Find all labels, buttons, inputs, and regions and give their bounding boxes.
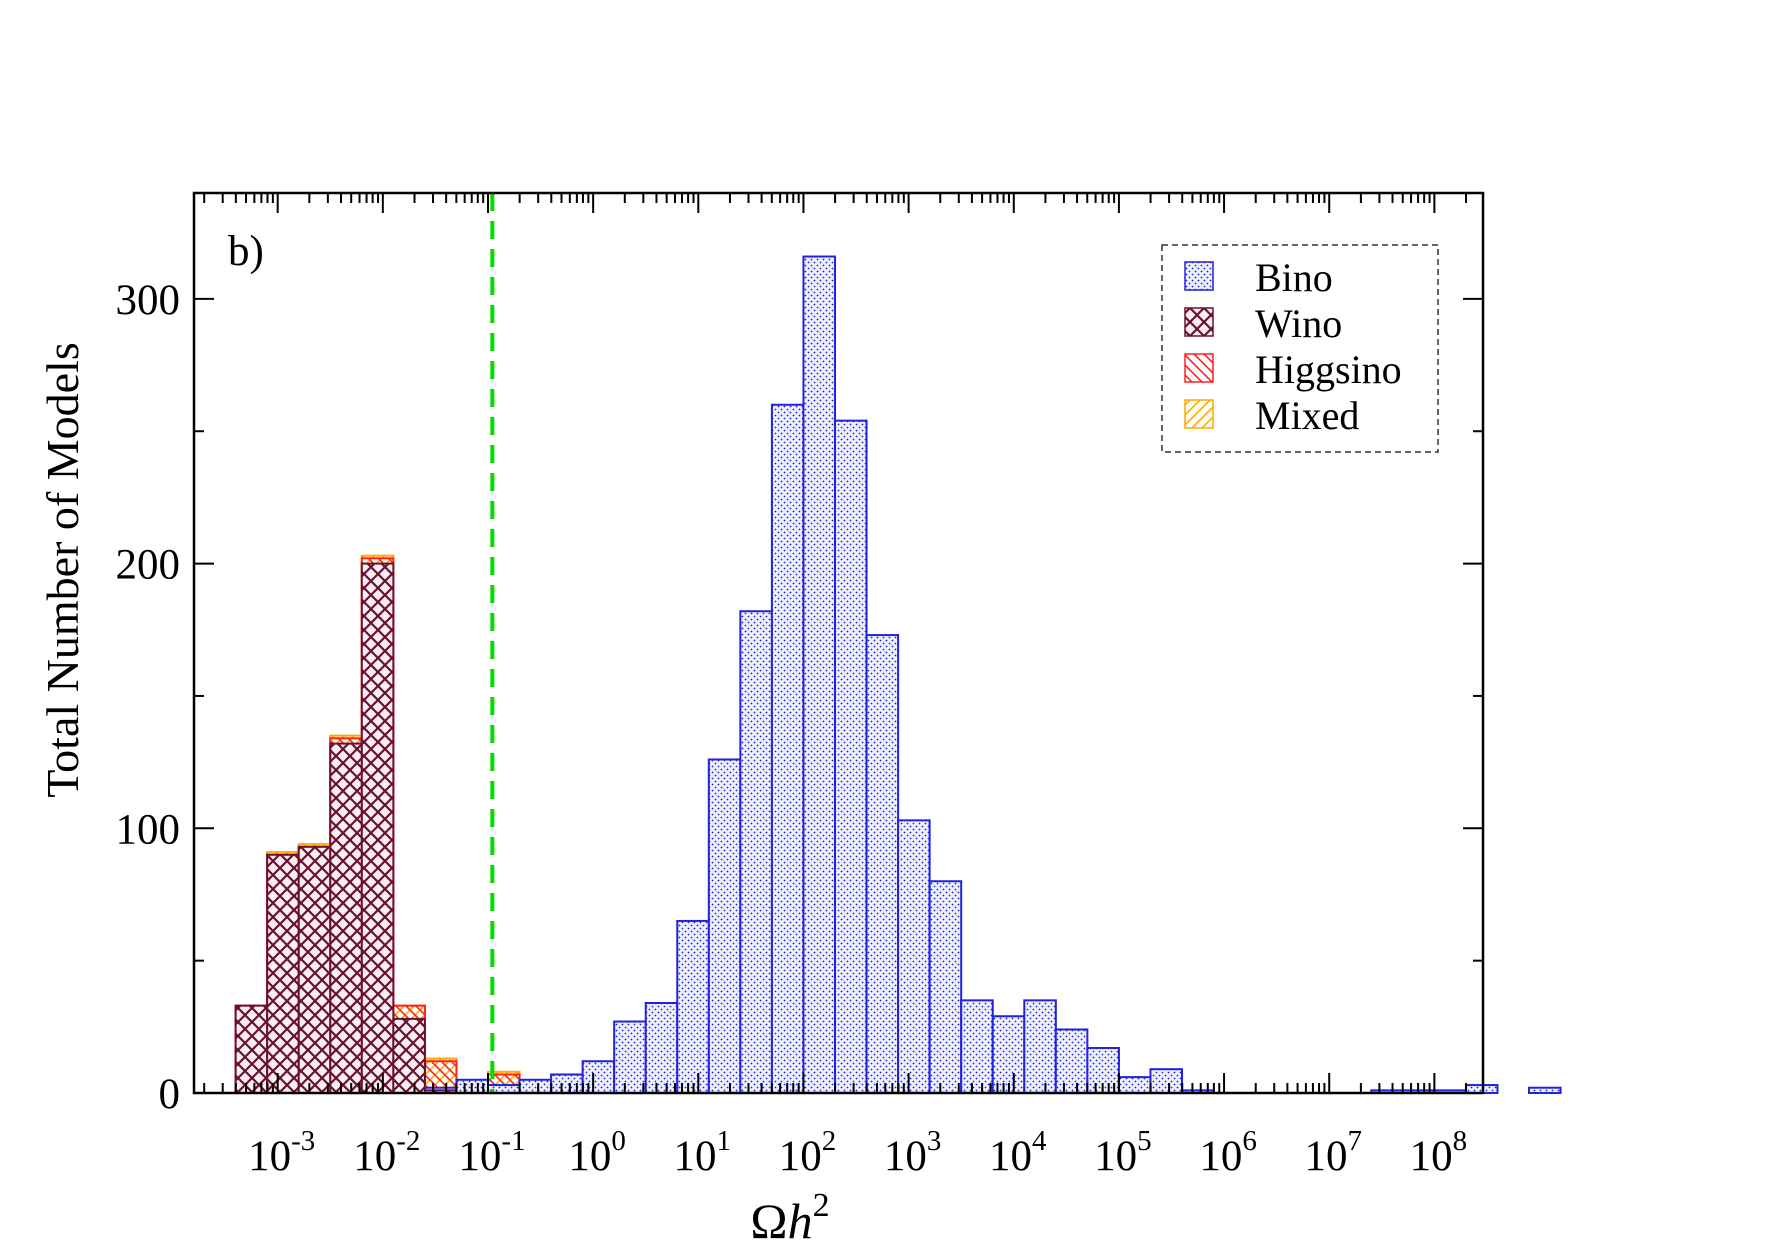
series-bino (329, 255, 1562, 1095)
x-tick-label: 102 (779, 1125, 837, 1180)
legend-label-higgsino: Higgsino (1255, 347, 1402, 392)
x-tick-label: 101 (674, 1125, 732, 1180)
bar-bino (770, 403, 805, 1094)
bar-bino (991, 1015, 1026, 1094)
x-tick-label: 107 (1304, 1125, 1362, 1180)
bars-layer (234, 255, 1562, 1095)
plot-frame (192, 191, 1485, 1095)
legend-item-bino: Bino (1184, 255, 1333, 300)
bar-wino (234, 1004, 269, 1095)
legend: Bino Wino Higgsino Mixed (1161, 244, 1439, 453)
tick-labels: 10-3 10-2 10-1 100 101 102 103 104 105 106 107 108 0… (116, 277, 1468, 1180)
bar-bino (518, 1078, 553, 1095)
y-tick-label: 100 (116, 806, 181, 853)
bar-bino (802, 255, 837, 1094)
legend-swatch-mixed (1184, 399, 1214, 429)
bar-bino (1149, 1068, 1184, 1095)
x-tick-label: 108 (1410, 1125, 1468, 1180)
bar-bino (1117, 1076, 1152, 1094)
x-tick-label: 106 (1199, 1125, 1257, 1180)
legend-swatch-higgsino (1184, 353, 1214, 383)
series-wino (234, 562, 458, 1095)
bar-wino (266, 853, 300, 1095)
bar-wino (329, 742, 363, 1095)
bar-bino (897, 819, 931, 1094)
axes-layer (192, 191, 1485, 1095)
x-axis-title: Ωh2 (750, 1187, 829, 1247)
bar-bino (834, 419, 868, 1094)
x-tick-label: 100 (568, 1125, 626, 1180)
x-tick-label: 104 (989, 1125, 1047, 1180)
legend-swatch-wino (1184, 307, 1214, 337)
x-tick-label: 103 (884, 1125, 942, 1180)
y-tick-label: 0 (159, 1071, 181, 1118)
bar-bino (739, 610, 773, 1094)
bar-bino (960, 999, 994, 1094)
y-tick-label: 200 (116, 542, 181, 589)
bar-wino (392, 1017, 426, 1095)
legend-label-wino: Wino (1255, 301, 1342, 346)
y-axis-title: Total Number of Models (37, 342, 88, 797)
legend-item-mixed: Mixed (1184, 393, 1359, 438)
bar-bino (1054, 1028, 1089, 1094)
bar-wino (297, 845, 332, 1094)
y-tick-label: 300 (116, 277, 181, 324)
bar-bino (928, 880, 963, 1094)
bar-bino (644, 1002, 679, 1094)
panel-label: b) (228, 228, 264, 275)
x-tick-label: 10-3 (248, 1125, 315, 1180)
x-axis-title-omega: Ω (750, 1193, 787, 1247)
legend-item-wino: Wino (1184, 301, 1342, 346)
legend-label-bino: Bino (1255, 255, 1333, 300)
x-axis-title-h: h (788, 1193, 813, 1247)
bar-wino (360, 562, 395, 1094)
legend-label-mixed: Mixed (1255, 393, 1359, 438)
x-tick-label: 105 (1094, 1125, 1152, 1180)
bar-bino (707, 758, 742, 1094)
bar-bino (676, 919, 710, 1094)
legend-swatch-bino (1184, 261, 1214, 291)
x-axis-title-exp: 2 (813, 1187, 830, 1224)
bar-bino (613, 1020, 647, 1095)
bar-bino (1023, 999, 1057, 1094)
x-tick-label: 10-1 (458, 1125, 525, 1180)
bar-bino (1528, 1086, 1562, 1094)
legend-item-higgsino: Higgsino (1184, 347, 1402, 392)
bar-bino (865, 634, 900, 1094)
bar-bino (550, 1073, 584, 1094)
x-tick-label: 10-2 (353, 1125, 420, 1180)
